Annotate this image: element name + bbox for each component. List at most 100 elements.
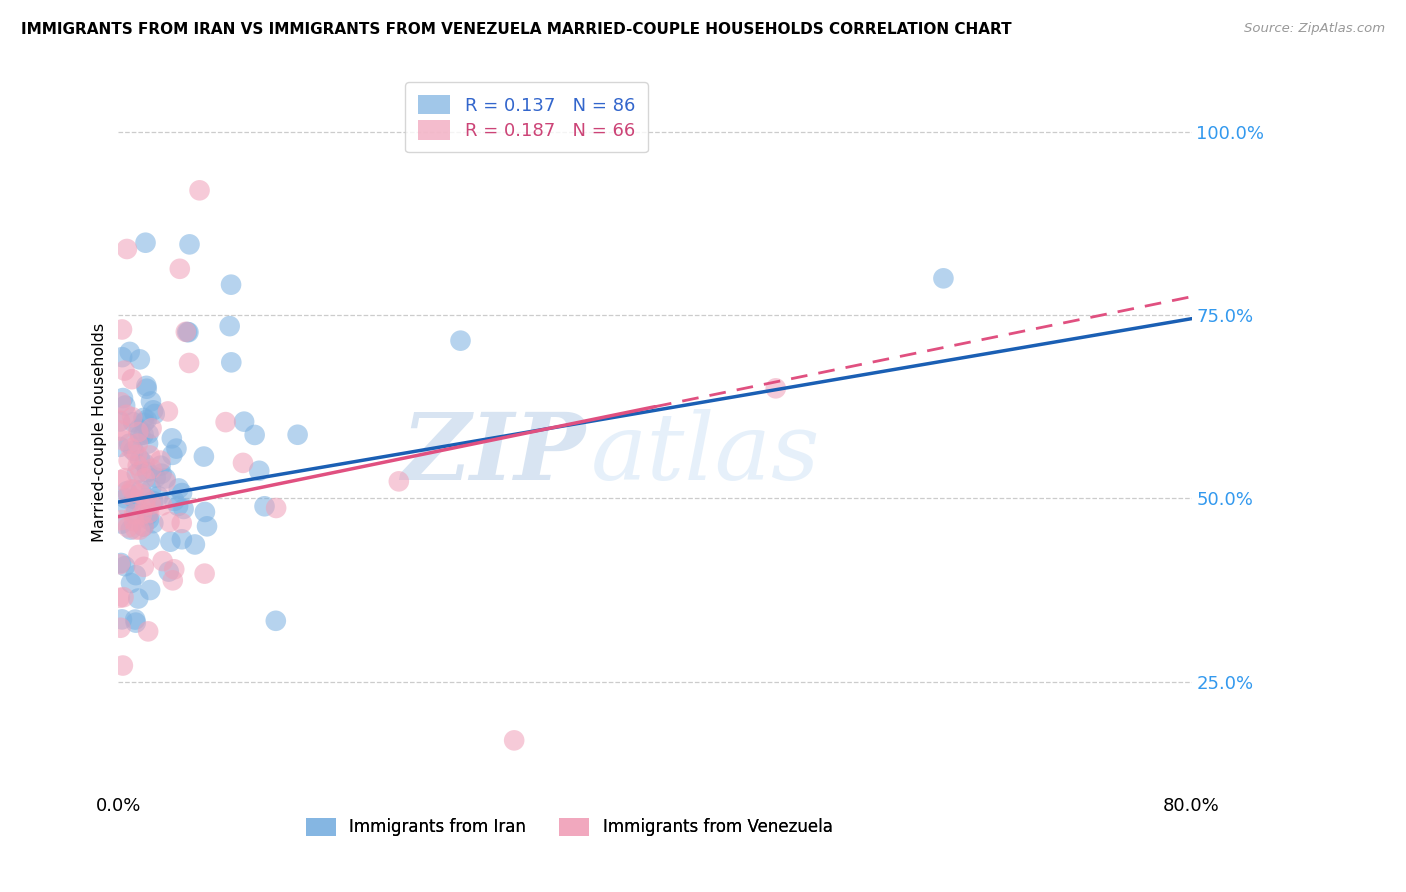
Text: ZIP: ZIP: [401, 409, 585, 499]
Point: [125, 467, 148, 481]
Point: [150, 499, 173, 513]
Point: [138, 426, 160, 441]
Point: [145, 471, 167, 485]
Point: [174, 325, 197, 339]
Point: [162, 574, 184, 588]
Point: [162, 448, 184, 462]
Point: [122, 507, 145, 521]
Point: [177, 325, 200, 339]
Point: [117, 487, 139, 501]
Point: [129, 452, 152, 467]
Point: [169, 261, 191, 276]
Point: [125, 505, 148, 519]
Point: [129, 464, 152, 478]
Point: [388, 475, 411, 489]
Point: [122, 514, 145, 528]
Point: [129, 428, 152, 442]
Point: [121, 372, 143, 386]
Point: [115, 484, 138, 499]
Point: [117, 500, 139, 514]
Point: [127, 458, 149, 473]
Point: [120, 523, 142, 537]
Point: [136, 624, 159, 639]
Point: [111, 612, 134, 626]
Point: [219, 277, 242, 292]
Point: [264, 614, 287, 628]
Point: [155, 475, 177, 489]
Point: [163, 494, 186, 508]
Point: [253, 500, 276, 514]
Point: [125, 615, 148, 630]
Point: [124, 492, 146, 507]
Point: [135, 382, 157, 396]
Point: [195, 519, 218, 533]
Point: [122, 443, 145, 458]
Point: [184, 537, 207, 551]
Point: [121, 483, 143, 497]
Point: [243, 428, 266, 442]
Point: [128, 523, 150, 537]
Point: [108, 591, 131, 605]
Point: [139, 582, 162, 597]
Point: [110, 473, 132, 487]
Point: [143, 407, 166, 421]
Point: [159, 534, 181, 549]
Point: [135, 491, 157, 506]
Point: [117, 520, 139, 534]
Point: [152, 554, 174, 568]
Point: [503, 733, 526, 747]
Point: [122, 415, 145, 429]
Point: [131, 508, 153, 522]
Point: [139, 482, 162, 496]
Point: [127, 436, 149, 450]
Point: [115, 242, 138, 256]
Point: [114, 471, 136, 485]
Point: [134, 457, 156, 471]
Point: [110, 556, 132, 570]
Point: [157, 565, 180, 579]
Point: [132, 519, 155, 533]
Point: [120, 576, 142, 591]
Point: [121, 410, 143, 425]
Point: [142, 494, 165, 508]
Point: [167, 499, 190, 513]
Point: [132, 519, 155, 533]
Point: [179, 237, 201, 252]
Point: [125, 568, 148, 582]
Point: [108, 557, 131, 571]
Point: [132, 427, 155, 442]
Point: [114, 399, 136, 413]
Point: [170, 516, 193, 530]
Point: [129, 487, 152, 501]
Point: [166, 442, 188, 456]
Point: [264, 500, 287, 515]
Point: [170, 533, 193, 547]
Point: [218, 319, 240, 334]
Point: [765, 381, 787, 395]
Y-axis label: Married-couple Households: Married-couple Households: [93, 323, 107, 542]
Text: Source: ZipAtlas.com: Source: ZipAtlas.com: [1244, 22, 1385, 36]
Point: [110, 395, 132, 409]
Point: [135, 235, 157, 250]
Point: [139, 394, 162, 409]
Point: [136, 465, 159, 479]
Point: [136, 436, 159, 450]
Point: [219, 355, 242, 369]
Point: [111, 513, 134, 527]
Point: [142, 403, 165, 417]
Point: [138, 533, 160, 547]
Point: [150, 467, 173, 481]
Point: [173, 502, 195, 516]
Point: [287, 427, 309, 442]
Point: [450, 334, 472, 348]
Point: [176, 325, 198, 339]
Point: [108, 424, 131, 438]
Point: [149, 453, 172, 467]
Point: [139, 498, 162, 512]
Point: [132, 411, 155, 425]
Point: [114, 491, 136, 506]
Point: [163, 562, 186, 576]
Point: [155, 471, 177, 485]
Point: [193, 450, 215, 464]
Point: [247, 464, 270, 478]
